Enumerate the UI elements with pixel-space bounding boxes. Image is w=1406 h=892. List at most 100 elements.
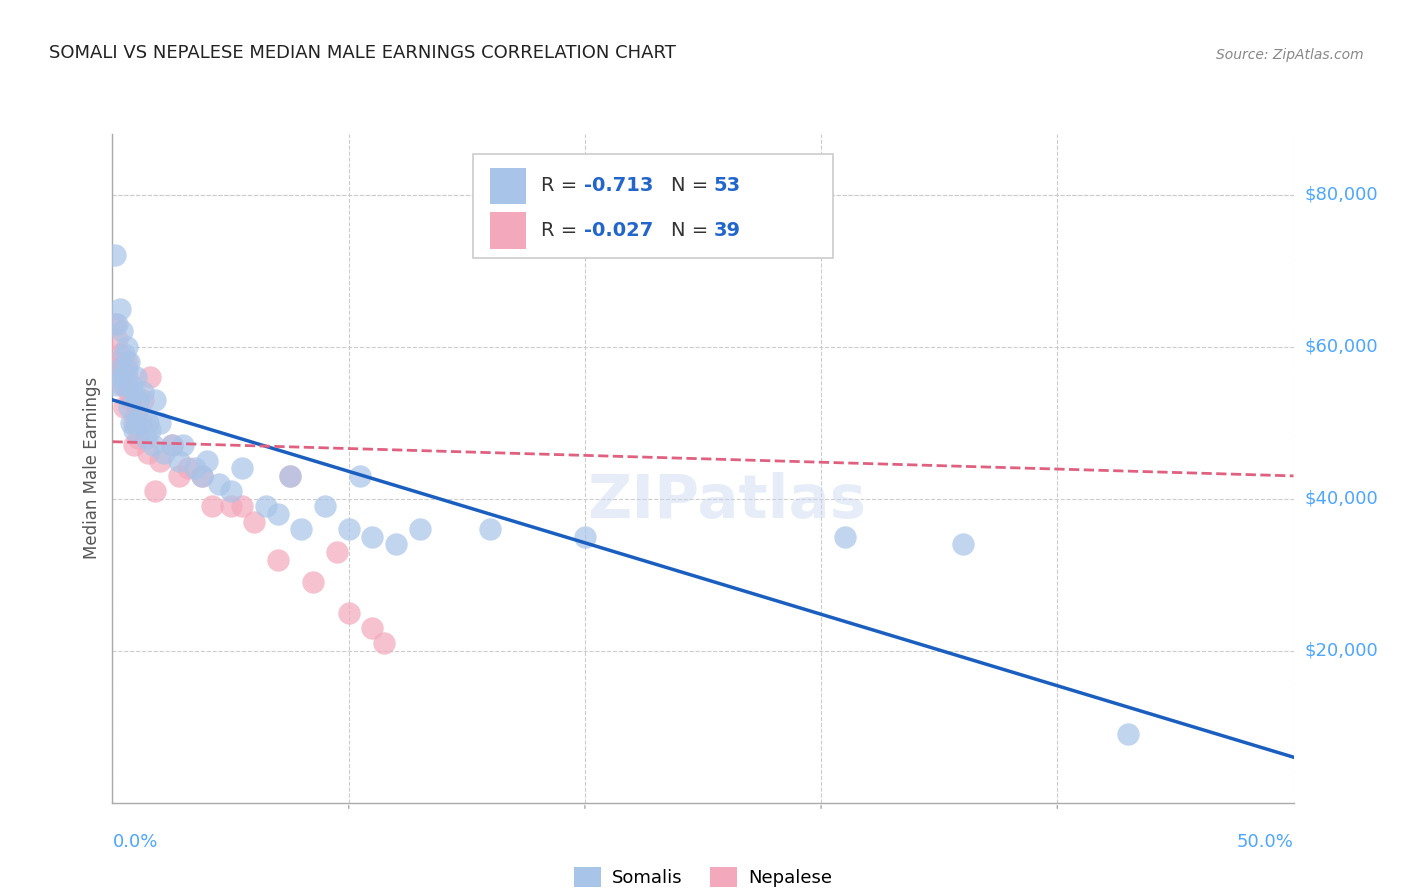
Point xyxy=(167,453,190,467)
Point xyxy=(385,537,408,551)
Point xyxy=(132,392,155,407)
Point xyxy=(127,431,149,445)
Text: $40,000: $40,000 xyxy=(1305,490,1378,508)
Text: R =: R = xyxy=(541,177,583,195)
Text: SOMALI VS NEPALESE MEDIAN MALE EARNINGS CORRELATION CHART: SOMALI VS NEPALESE MEDIAN MALE EARNINGS … xyxy=(49,45,676,62)
Point xyxy=(219,484,242,499)
Point xyxy=(112,347,135,361)
Point xyxy=(115,370,138,384)
Text: N =: N = xyxy=(671,221,714,240)
Text: -0.713: -0.713 xyxy=(583,177,654,195)
Point xyxy=(267,507,290,521)
Point xyxy=(290,522,312,536)
Point xyxy=(314,500,336,514)
Point xyxy=(111,362,134,376)
Point xyxy=(122,423,145,437)
Point xyxy=(302,575,325,590)
Text: R =: R = xyxy=(541,221,583,240)
Point xyxy=(149,416,172,430)
Point xyxy=(337,522,360,536)
Text: 53: 53 xyxy=(714,177,741,195)
Text: Source: ZipAtlas.com: Source: ZipAtlas.com xyxy=(1216,48,1364,62)
FancyBboxPatch shape xyxy=(491,168,526,204)
Point xyxy=(111,325,134,339)
Text: 50.0%: 50.0% xyxy=(1237,833,1294,851)
Point xyxy=(127,392,149,407)
Point xyxy=(120,416,142,430)
Point xyxy=(112,370,135,384)
Text: 39: 39 xyxy=(714,221,741,240)
Point xyxy=(104,362,127,376)
Text: $20,000: $20,000 xyxy=(1305,641,1378,660)
Legend: Somalis, Nepalese: Somalis, Nepalese xyxy=(567,860,839,892)
Point xyxy=(108,301,131,316)
Point xyxy=(361,621,384,635)
Point xyxy=(105,355,128,369)
Point xyxy=(136,416,159,430)
Point xyxy=(326,545,349,559)
Point xyxy=(122,438,145,452)
Point xyxy=(191,469,214,483)
Point xyxy=(108,362,131,376)
Point xyxy=(361,530,384,544)
Y-axis label: Median Male Earnings: Median Male Earnings xyxy=(83,377,101,559)
Point xyxy=(120,392,142,407)
Point xyxy=(574,530,596,544)
Point xyxy=(132,385,155,400)
Point xyxy=(243,515,266,529)
Point xyxy=(952,537,974,551)
FancyBboxPatch shape xyxy=(472,154,832,258)
Point xyxy=(142,438,165,452)
Point xyxy=(160,438,183,452)
Text: 0.0%: 0.0% xyxy=(112,833,157,851)
Point xyxy=(108,347,131,361)
Point xyxy=(115,340,138,354)
Point xyxy=(278,469,301,483)
Point xyxy=(125,416,148,430)
Point xyxy=(349,469,371,483)
Point xyxy=(129,416,152,430)
Point xyxy=(167,469,190,483)
Point xyxy=(120,377,142,392)
Point xyxy=(118,385,141,400)
Point xyxy=(231,500,253,514)
Point xyxy=(135,431,157,445)
Point xyxy=(105,332,128,346)
Point xyxy=(118,401,141,415)
Point xyxy=(337,606,360,620)
Point xyxy=(408,522,430,536)
Text: $60,000: $60,000 xyxy=(1305,338,1378,356)
Point xyxy=(153,446,176,460)
Point xyxy=(108,362,131,376)
FancyBboxPatch shape xyxy=(491,212,526,249)
Point xyxy=(201,500,224,514)
Point xyxy=(111,370,134,384)
Point xyxy=(136,446,159,460)
Point xyxy=(184,461,207,475)
Point xyxy=(139,423,162,437)
Point xyxy=(104,248,127,262)
Point xyxy=(125,408,148,422)
Point xyxy=(115,355,138,369)
Point xyxy=(195,453,218,467)
Point xyxy=(115,362,138,376)
Point xyxy=(373,636,395,650)
Point xyxy=(278,469,301,483)
Point xyxy=(104,317,127,331)
Point xyxy=(219,500,242,514)
Point xyxy=(267,552,290,566)
Point xyxy=(111,377,134,392)
Point xyxy=(105,317,128,331)
Point xyxy=(143,484,166,499)
Point xyxy=(112,377,135,392)
Point xyxy=(118,355,141,369)
Point xyxy=(172,438,194,452)
Point xyxy=(105,377,128,392)
Point xyxy=(143,392,166,407)
Point xyxy=(139,370,162,384)
Point xyxy=(149,453,172,467)
Point xyxy=(479,522,502,536)
Text: N =: N = xyxy=(671,177,714,195)
Point xyxy=(122,416,145,430)
Point xyxy=(112,401,135,415)
